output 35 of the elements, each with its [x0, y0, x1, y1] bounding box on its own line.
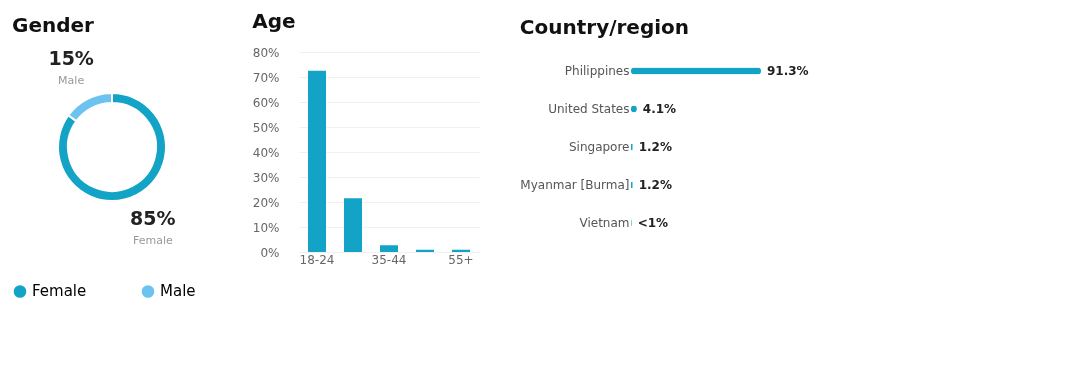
y-tick-label: 20% [252, 195, 280, 210]
y-tick-label: Singapore [568, 140, 630, 154]
data-label: 1.2% [638, 140, 672, 154]
y-tick-label: United States [548, 102, 630, 116]
y-tick-label: 70% [252, 70, 280, 85]
y-tick-label: Philippines [564, 64, 630, 78]
chart-title: Gender [12, 12, 95, 37]
slice-label: Male [58, 73, 85, 87]
y-tick-label: 50% [252, 120, 280, 135]
y-tick-label: 30% [252, 170, 280, 185]
y-tick-label: Myanmar [Burma] [520, 178, 630, 192]
y-tick-label: 10% [252, 220, 280, 235]
bar [380, 245, 398, 252]
chart-title: Age [252, 9, 296, 33]
data-label: 85% [130, 207, 176, 230]
y-tick-label: Vietnam [579, 216, 630, 230]
data-label: <1% [637, 216, 669, 230]
bar [344, 198, 362, 252]
legend-label: Male [160, 282, 196, 301]
x-tick-label: 18-24 [299, 252, 335, 267]
data-label: 15% [48, 46, 94, 69]
legend-label: Female [32, 282, 87, 301]
chart-title: Country/region [519, 15, 690, 39]
data-label: 1.2% [638, 178, 672, 192]
y-tick-label: 60% [252, 95, 280, 110]
donut-slice [57, 92, 167, 202]
y-tick-label: 40% [252, 145, 280, 160]
slice-label: Female [132, 234, 173, 248]
bar [308, 70, 326, 252]
y-tick-label: 0% [260, 245, 280, 260]
data-label: 4.1% [642, 102, 677, 116]
x-tick-label: 35-44 [371, 252, 407, 267]
y-tick-label: 80% [252, 45, 280, 60]
x-tick-label: 55+ [448, 252, 474, 267]
data-label: 91.3% [767, 64, 809, 78]
